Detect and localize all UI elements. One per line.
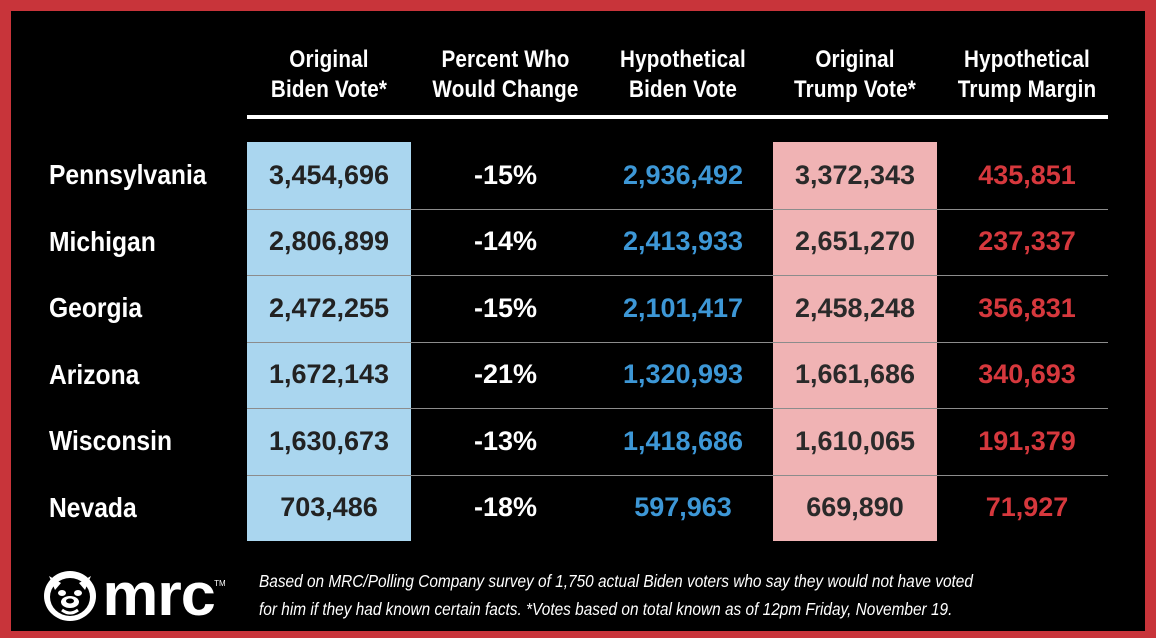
trademark-mark: TM: [214, 579, 226, 588]
column-header-label: Hypothetical Trump Margin: [957, 46, 1097, 103]
cell-percent-would-change: -18%: [473, 492, 538, 522]
column-header-original-trump-vote: Original Trump Vote*: [784, 45, 925, 105]
cell-hypothetical-trump-margin: 340,693: [978, 359, 1076, 389]
cell-original-biden-vote: 1,630,673: [268, 425, 390, 456]
cell-original-trump-vote: 1,661,686: [794, 359, 916, 389]
row-divider: [247, 341, 1108, 343]
cell-original-trump-vote: 669,890: [806, 492, 904, 522]
cell-original-trump-vote: 1,610,065: [794, 425, 916, 456]
column-header-label: Original Trump Vote*: [794, 46, 916, 103]
row-divider: [247, 275, 1108, 276]
column-header-hypothetical-biden-vote: Hypothetical Biden Vote: [606, 45, 761, 105]
footnote: Based on MRC/Polling Company survey of 1…: [259, 567, 1016, 623]
cell-hypothetical-trump-margin: 435,851: [978, 159, 1076, 190]
cell-original-trump-vote: 2,458,248: [794, 292, 916, 323]
row-label-state: Arizona: [49, 358, 140, 390]
cell-percent-would-change: -15%: [473, 292, 538, 323]
footnote-line-1: Based on MRC/Polling Company survey of 1…: [259, 571, 973, 591]
column-header-label: Original Biden Vote*: [270, 46, 388, 103]
cell-hypothetical-biden-vote: 597,963: [634, 492, 732, 522]
row-label-state: Pennsylvania: [49, 159, 207, 190]
header-rule: [247, 115, 1108, 119]
cell-original-biden-vote: 2,472,255: [268, 292, 390, 323]
column-header-label: Percent Who Would Change: [432, 46, 579, 103]
row-divider: [247, 208, 1108, 210]
cell-original-biden-vote: 2,806,899: [268, 226, 390, 256]
row-label-state: Wisconsin: [49, 425, 173, 456]
cell-percent-would-change: -14%: [473, 226, 538, 256]
row-label-state: Michigan: [49, 225, 156, 257]
cell-original-biden-vote: 1,672,143: [268, 359, 390, 389]
row-label-state: Georgia: [49, 292, 143, 323]
row-divider: [247, 474, 1108, 476]
column-header-label: Hypothetical Biden Vote: [620, 46, 746, 103]
cell-percent-would-change: -21%: [473, 359, 538, 389]
cell-hypothetical-trump-margin: 191,379: [978, 425, 1076, 456]
cell-hypothetical-trump-margin: 356,831: [978, 292, 1076, 323]
cell-original-trump-vote: 3,372,343: [794, 159, 916, 190]
cell-hypothetical-biden-vote: 1,418,686: [622, 425, 744, 456]
cell-percent-would-change: -15%: [473, 159, 538, 190]
mrc-wordmark: mrc: [102, 561, 215, 628]
column-header-percent-would-change: Percent Who Would Change: [430, 45, 581, 105]
cell-hypothetical-biden-vote: 2,101,417: [622, 292, 744, 323]
cell-hypothetical-biden-vote: 2,413,933: [622, 226, 744, 256]
cell-original-biden-vote: 703,486: [280, 492, 378, 522]
cell-percent-would-change: -13%: [473, 425, 538, 456]
row-label-state: Nevada: [49, 491, 137, 523]
cell-original-trump-vote: 2,651,270: [794, 226, 916, 256]
cell-hypothetical-biden-vote: 2,936,492: [622, 159, 744, 190]
bulldog-icon: [44, 571, 96, 621]
cell-hypothetical-biden-vote: 1,320,993: [622, 359, 744, 389]
cell-original-biden-vote: 3,454,696: [268, 159, 390, 190]
row-divider: [247, 408, 1108, 409]
mrc-logo: mrc TM: [41, 565, 226, 625]
infographic-frame: Original Biden Vote* Percent Who Would Ch…: [11, 11, 1145, 631]
cell-hypothetical-trump-margin: 237,337: [978, 226, 1076, 256]
column-header-hypothetical-trump-margin: Hypothetical Trump Margin: [950, 45, 1105, 105]
footnote-line-2: for him if they had known certain facts.…: [259, 599, 953, 619]
column-header-original-biden-vote: Original Biden Vote*: [258, 45, 399, 105]
cell-hypothetical-trump-margin: 71,927: [985, 492, 1069, 522]
